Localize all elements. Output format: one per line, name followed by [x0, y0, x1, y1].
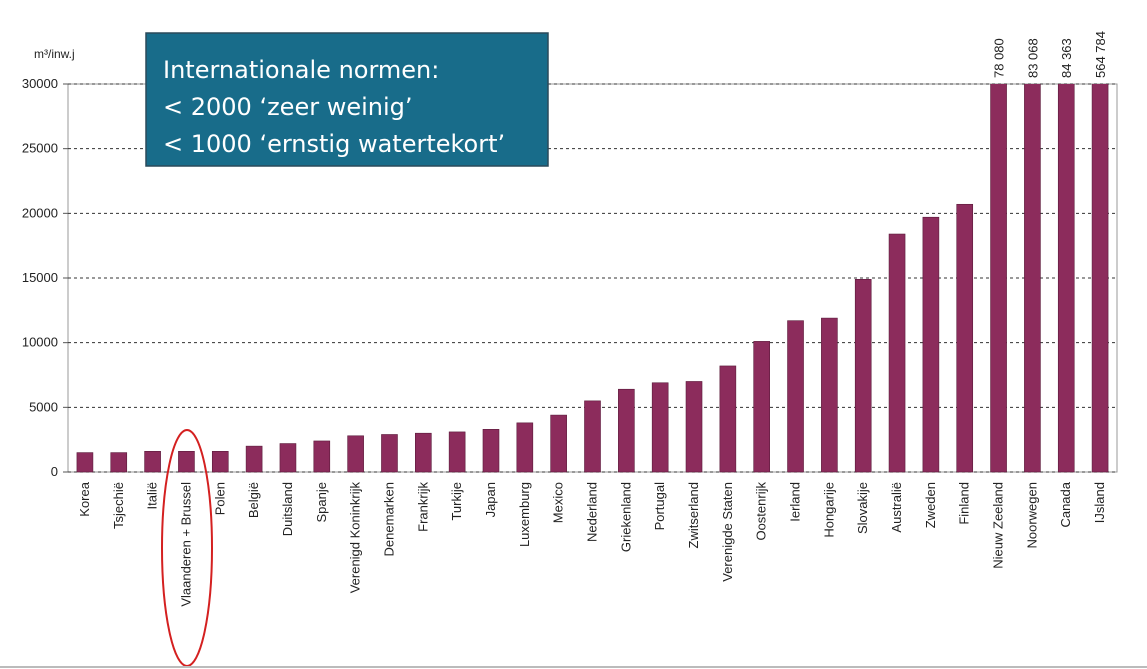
bar — [550, 414, 567, 473]
x-tick-label: Verenigde Staten — [720, 482, 735, 582]
bar — [719, 365, 737, 473]
x-tick-label: België — [246, 482, 261, 518]
y-axis-label: m³/inw.j — [34, 47, 75, 61]
x-tick-label: Slovakije — [855, 482, 870, 534]
x-tick-label: Hongarije — [821, 482, 836, 538]
bar — [448, 431, 466, 473]
bar — [516, 422, 534, 473]
annotation-box — [145, 32, 549, 167]
bar — [76, 452, 94, 473]
bar — [584, 400, 601, 473]
x-tick-label: Griekenland — [618, 482, 633, 552]
x-tick-label: Denemarken — [381, 482, 396, 556]
y-tick-label: 10000 — [22, 335, 58, 350]
x-tick-label: Zwitserland — [686, 482, 701, 548]
bar — [245, 445, 263, 473]
x-tick-label: Duitsland — [280, 482, 295, 536]
x-tick-label: Nieuw Zeeland — [991, 482, 1006, 569]
y-tick-label: 20000 — [22, 205, 58, 220]
annotation-line: < 2000 ‘zeer weinig’ — [163, 93, 413, 121]
x-tick-label: Zweden — [923, 482, 938, 528]
bar — [144, 451, 161, 473]
x-tick-label: Oostenrijk — [754, 482, 769, 541]
x-tick-label: Spanje — [314, 482, 329, 522]
value-label: 83 068 — [1025, 38, 1040, 78]
x-tick-label: Noorwegen — [1024, 482, 1039, 549]
bar — [888, 233, 906, 473]
x-tick-label: Korea — [77, 481, 92, 516]
bar — [651, 382, 669, 473]
bar — [922, 216, 940, 473]
x-tick-label: Verenigd Koninkrijk — [348, 482, 363, 594]
labels: 0 5000 10000 15000 20000 25000 30000 Korea Tsjec… — [22, 31, 1108, 607]
x-tick-label: Turkije — [449, 482, 464, 521]
y-tick-label: 25000 — [22, 141, 58, 156]
bar — [313, 440, 331, 473]
x-tick-label: Nederland — [585, 482, 600, 542]
x-tick-label: Mexico — [551, 482, 566, 523]
bar — [956, 203, 974, 473]
y-tick-label: 30000 — [22, 76, 58, 91]
x-tick-label: Australië — [889, 482, 904, 533]
bar — [415, 432, 432, 473]
value-label: 84 363 — [1059, 38, 1074, 78]
bar — [381, 434, 398, 473]
x-tick-label: Tsjechië — [111, 482, 126, 529]
bars — [76, 84, 1109, 473]
x-tick-label: Canada — [1058, 481, 1073, 527]
bar — [821, 317, 838, 473]
y-tick-label: 0 — [51, 464, 58, 479]
bar — [347, 435, 364, 473]
x-tick-label: Frankrijk — [415, 482, 430, 532]
bar — [279, 443, 297, 473]
bar — [110, 452, 128, 473]
annotation-line: < 1000 ‘ernstig watertekort’ — [163, 130, 505, 158]
bar — [1091, 84, 1109, 473]
x-tick-label: Finland — [957, 482, 972, 525]
x-tick-label: IJsland — [1092, 482, 1107, 523]
bar — [787, 320, 804, 473]
x-tick-label: Luxemburg — [517, 482, 532, 547]
x-tick-label: Italië — [145, 482, 160, 509]
bar — [178, 451, 195, 473]
bar — [685, 381, 703, 473]
x-tick-label: Polen — [212, 482, 227, 515]
annotation-line: Internationale normen: — [163, 56, 439, 84]
x-tick-label: Japan — [483, 482, 498, 517]
bar — [1024, 84, 1041, 473]
x-tick-label: Vlaanderen + Brussel — [178, 482, 193, 607]
bar — [618, 388, 635, 473]
x-tick-label: Portugal — [652, 482, 667, 531]
y-tick-label: 5000 — [29, 399, 58, 414]
bar — [854, 278, 872, 473]
bar — [753, 341, 770, 473]
bar — [990, 84, 1007, 473]
y-tick-label: 15000 — [22, 270, 58, 285]
bar — [482, 429, 500, 473]
value-label: 564 784 — [1093, 31, 1108, 78]
value-label: 78 080 — [992, 38, 1007, 78]
bar — [211, 451, 229, 473]
x-tick-label: Ierland — [788, 482, 803, 522]
bar — [1057, 84, 1075, 473]
